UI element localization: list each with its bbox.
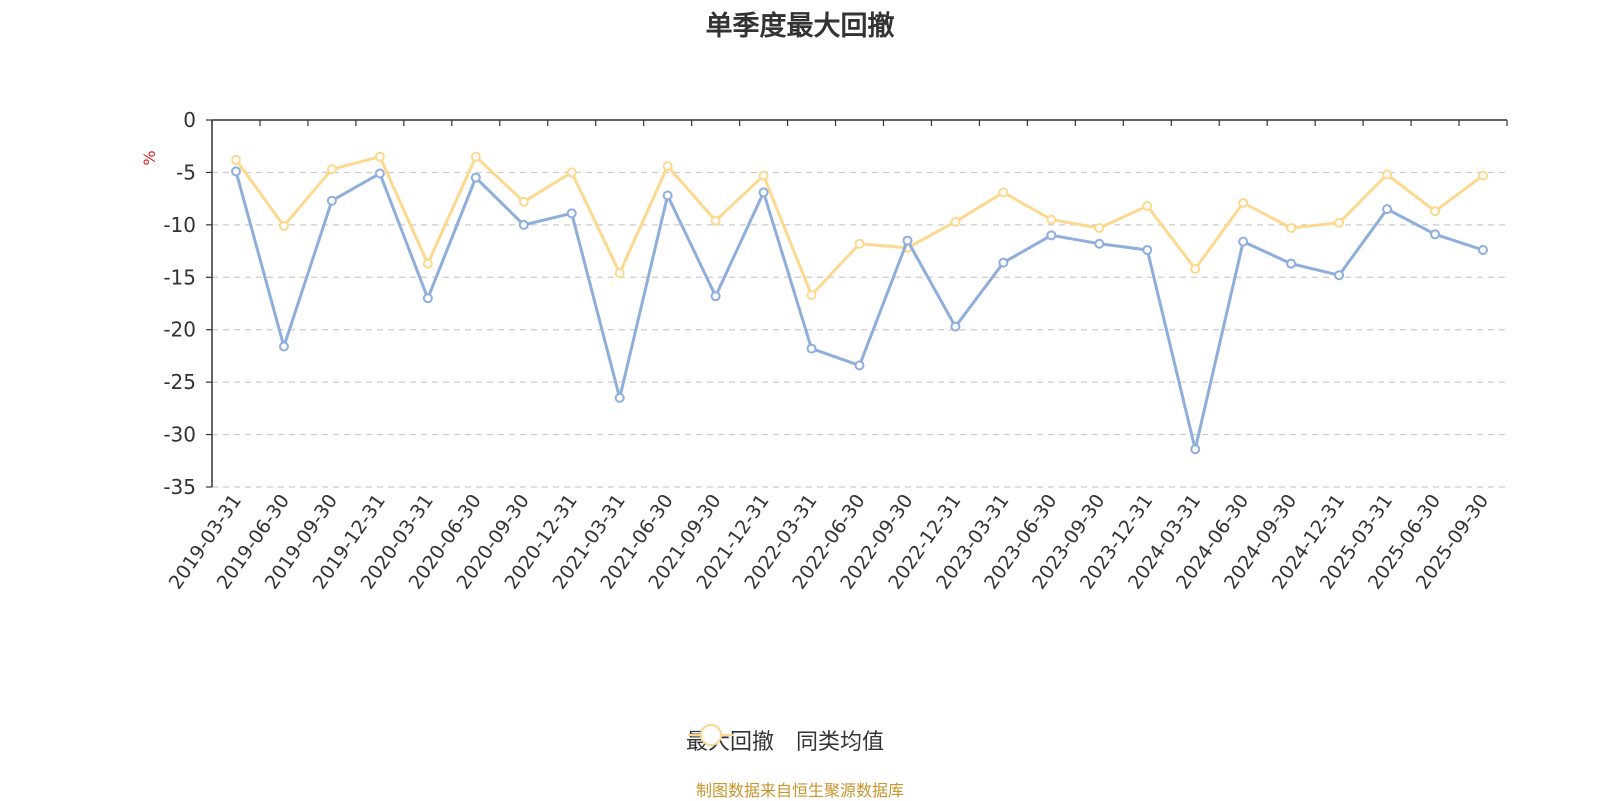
data-point-1 (566, 208, 577, 219)
y-tick-label: -30 (163, 423, 196, 447)
data-point-2 (614, 268, 625, 279)
data-point-1 (758, 187, 769, 198)
legend-item-2[interactable]: 同类均值 (688, 724, 885, 756)
data-point-2 (998, 187, 1009, 198)
y-tick-label: -35 (163, 475, 196, 499)
data-point-2 (518, 196, 529, 207)
y-tick-label: -10 (163, 213, 196, 237)
data-point-2 (1238, 197, 1249, 208)
data-point-1 (950, 321, 961, 332)
data-point-2 (1190, 263, 1201, 274)
data-point-1 (1094, 238, 1105, 249)
data-point-2 (470, 151, 481, 162)
data-point-1 (1190, 444, 1201, 455)
source-note: 制图数据来自恒生聚源数据库 (695, 781, 904, 800)
data-point-2 (1334, 217, 1345, 228)
data-point-1 (278, 341, 289, 352)
data-point-1 (374, 168, 385, 179)
data-point-2 (422, 258, 433, 269)
chart-title: 单季度最大回撤 (705, 11, 895, 42)
data-point-1 (854, 360, 865, 371)
data-point-2 (566, 167, 577, 178)
y-tick-label: -25 (163, 370, 196, 394)
data-point-2 (662, 161, 673, 172)
data-point-2 (374, 151, 385, 162)
data-point-2 (1142, 200, 1153, 211)
data-point-1 (1238, 236, 1249, 247)
data-point-1 (662, 190, 673, 201)
data-point-2 (1094, 223, 1105, 234)
data-point-1 (1430, 229, 1441, 240)
data-point-1 (1046, 230, 1057, 241)
y-axis-label: % (140, 150, 159, 165)
data-point-1 (326, 195, 337, 206)
legend: 最大回撤 同类均值 (686, 720, 906, 760)
legend-line-circle-icon (688, 724, 734, 746)
data-point-1 (1382, 204, 1393, 215)
legend-label: 同类均值 (796, 730, 885, 755)
data-point-2 (1286, 223, 1297, 234)
data-point-1 (998, 257, 1009, 268)
data-point-1 (1334, 270, 1345, 281)
data-point-1 (470, 172, 481, 183)
data-point-1 (422, 293, 433, 304)
data-point-1 (1478, 245, 1489, 256)
data-point-1 (1286, 258, 1297, 269)
data-point-2 (758, 170, 769, 181)
data-point-2 (950, 216, 961, 227)
data-point-1 (710, 291, 721, 302)
y-tick-label: -15 (163, 265, 196, 289)
y-tick-label: 0 (183, 108, 196, 132)
data-point-2 (854, 238, 865, 249)
series-line-1 (234, 171, 1484, 451)
y-tick-label: -5 (176, 160, 196, 184)
data-point-1 (806, 343, 817, 354)
data-point-2 (1430, 206, 1441, 217)
data-point-1 (1142, 245, 1153, 256)
series-line-2 (234, 155, 1484, 297)
data-point-2 (1478, 170, 1489, 181)
data-point-2 (1382, 169, 1393, 180)
y-tick-label: -20 (163, 318, 196, 342)
data-point-1 (518, 219, 529, 230)
data-point-2 (806, 290, 817, 301)
data-point-2 (326, 164, 337, 175)
data-point-1 (902, 235, 913, 246)
data-point-2 (230, 154, 241, 165)
data-point-1 (230, 166, 241, 177)
data-point-2 (710, 215, 721, 226)
data-point-1 (614, 392, 625, 403)
data-point-2 (278, 220, 289, 231)
data-point-2 (1046, 214, 1057, 225)
